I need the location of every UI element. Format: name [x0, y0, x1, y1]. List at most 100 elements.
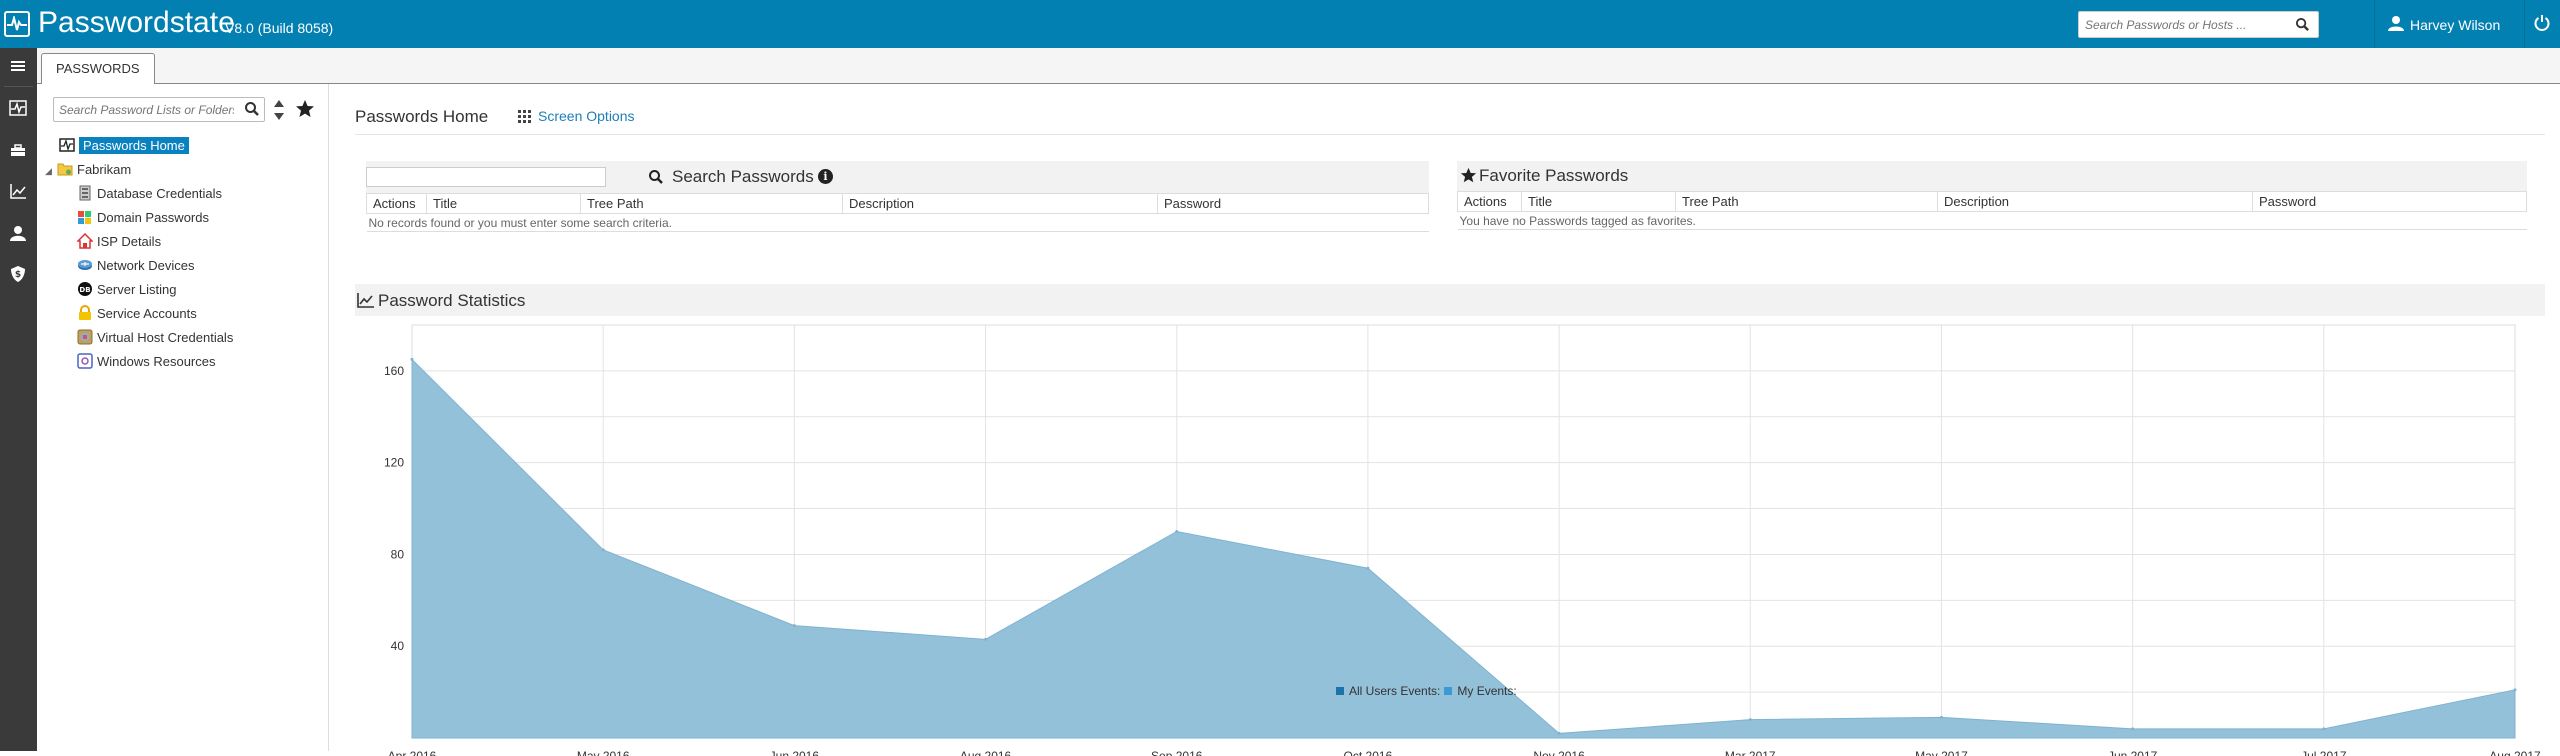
power-icon: [2534, 15, 2550, 31]
tree-node-label: Network Devices: [97, 258, 195, 273]
x-tick-label: Jun 2016: [770, 749, 820, 756]
tree-node-label: Windows Resources: [97, 354, 216, 369]
user-name: Harvey Wilson: [2410, 17, 2501, 33]
tab-passwords[interactable]: PASSWORDS: [41, 53, 155, 85]
tree-node-database-credentials[interactable]: Database Credentials: [77, 184, 222, 204]
search-results-table: Actions Title Tree Path Description Pass…: [366, 193, 1429, 232]
chart-legend: All Users Events: My Events:: [1336, 684, 1521, 698]
rail-users-button[interactable]: [0, 218, 37, 248]
data-point: [410, 357, 414, 361]
x-tick-label: May 2016: [577, 749, 630, 756]
column-header[interactable]: Description: [1937, 191, 2253, 212]
data-point: [984, 637, 988, 641]
data-point: [2513, 688, 2517, 692]
tree-search-box: [53, 97, 265, 122]
rail-tools-button[interactable]: [0, 135, 37, 165]
tree-node-label: Server Listing: [97, 282, 177, 297]
x-tick-label: Jun 2017: [2108, 749, 2158, 756]
series-area-all-users-events: [411, 358, 2516, 739]
x-tick-label: Aug 2017: [2489, 749, 2541, 756]
column-header[interactable]: Password: [2252, 191, 2527, 212]
tree-node-passwords-home[interactable]: Passwords Home: [59, 136, 189, 156]
tab-strip: PASSWORDS: [37, 48, 2560, 85]
column-header[interactable]: Actions: [1457, 191, 1522, 212]
favorite-star-icon[interactable]: [295, 99, 315, 119]
tree-search-input[interactable]: [54, 98, 234, 121]
tree-expand-caret-icon[interactable]: ◢: [45, 166, 52, 176]
svg-text:$: $: [15, 270, 21, 280]
info-icon[interactable]: i: [818, 169, 833, 184]
legend-entry[interactable]: All Users Events:: [1336, 684, 1440, 698]
rail-passwords-button[interactable]: [0, 93, 37, 123]
rail-reports-button[interactable]: [0, 176, 37, 206]
tree-node-server-listing[interactable]: DB Server Listing: [77, 280, 176, 300]
grid-icon: [518, 110, 531, 123]
data-point: [792, 624, 796, 628]
search-icon[interactable]: [2295, 17, 2310, 32]
x-tick-label: Sep 2016: [1151, 749, 1203, 756]
column-header[interactable]: Title: [426, 193, 581, 214]
main-menu-button[interactable]: [0, 51, 37, 81]
tree-node-virtual-host-credentials[interactable]: Virtual Host Credentials: [77, 328, 233, 348]
data-point: [1748, 718, 1752, 722]
left-icon-rail: $: [0, 48, 37, 751]
legend-entry[interactable]: My Events:: [1444, 684, 1517, 698]
virtual-host-icon: [77, 329, 93, 345]
search-icon[interactable]: [648, 169, 664, 185]
y-tick-label: 80: [391, 547, 405, 561]
empty-message: You have no Passwords tagged as favorite…: [1457, 211, 2527, 230]
column-header[interactable]: Tree Path: [580, 193, 843, 214]
house-icon: [77, 233, 93, 249]
rail-divider: [4, 86, 33, 87]
navigation-tree-panel: Passwords Home ◢ Fabrikam Database Crede…: [37, 84, 329, 751]
star-icon: [1460, 167, 1477, 183]
windows-logo-icon: [78, 211, 91, 224]
search-passwords-title: Search Passwords: [672, 167, 814, 186]
global-search-input[interactable]: [2079, 12, 2289, 37]
network-device-icon: [78, 260, 92, 270]
x-tick-label: Oct 2016: [1344, 749, 1393, 756]
x-tick-label: May 2017: [1915, 749, 1968, 756]
data-point: [1557, 731, 1561, 735]
menu-icon: [11, 61, 25, 71]
search-passwords-input[interactable]: [366, 167, 606, 187]
column-header[interactable]: Actions: [366, 193, 427, 214]
screen-options-link[interactable]: Screen Options: [518, 108, 635, 124]
user-menu[interactable]: Harvey Wilson: [2374, 0, 2524, 48]
column-header[interactable]: Title: [1521, 191, 1676, 212]
data-point: [601, 548, 605, 552]
pulse-icon: [9, 100, 27, 116]
screen-options-label: Screen Options: [538, 108, 635, 124]
tree-node-fabrikam[interactable]: ◢ Fabrikam: [45, 160, 131, 180]
shield-icon: $: [11, 266, 25, 282]
column-header[interactable]: Password: [1157, 193, 1429, 214]
server-icon: DB: [78, 282, 92, 296]
y-tick-label: 160: [384, 364, 404, 378]
tree-node-label: Virtual Host Credentials: [97, 330, 234, 345]
data-point: [2322, 727, 2326, 731]
tree-node-label: ISP Details: [97, 234, 162, 249]
y-tick-label: 120: [384, 456, 404, 470]
tree-node-label: Service Accounts: [97, 306, 197, 321]
toolbox-icon: [11, 144, 25, 156]
header-divider: [2524, 0, 2525, 48]
x-tick-label: Jul 2017: [2301, 749, 2347, 756]
column-header[interactable]: Tree Path: [1675, 191, 1938, 212]
user-icon: [10, 226, 26, 241]
favorite-passwords-title: Favorite Passwords: [1479, 166, 1629, 185]
tree-node-network-devices[interactable]: Network Devices: [77, 256, 195, 276]
top-header-bar: Passwordstate V8.0 (Build 8058) Harvey W…: [0, 0, 2560, 48]
rail-security-button[interactable]: $: [0, 259, 37, 289]
tree-node-isp-details[interactable]: ISP Details: [77, 232, 161, 252]
tree-node-domain-passwords[interactable]: Domain Passwords: [77, 208, 209, 228]
tree-node-service-accounts[interactable]: Service Accounts: [77, 304, 197, 324]
search-icon[interactable]: [244, 101, 260, 117]
data-point: [2131, 727, 2135, 731]
folder-icon: [57, 163, 73, 176]
expand-collapse-icon[interactable]: [271, 98, 287, 122]
tree-node-label: Domain Passwords: [97, 210, 209, 225]
tree-node-windows-resources[interactable]: Windows Resources: [77, 352, 216, 372]
column-header[interactable]: Description: [842, 193, 1158, 214]
database-icon: [79, 185, 91, 201]
logout-power-button[interactable]: [2524, 0, 2560, 48]
